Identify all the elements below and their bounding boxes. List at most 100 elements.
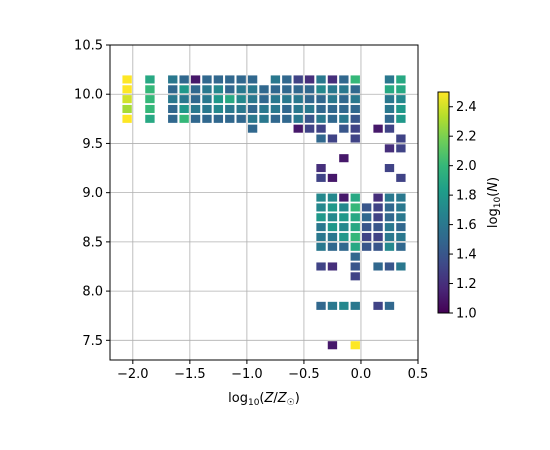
heatmap-cell-48: [247, 104, 258, 114]
heatmap-cell-107: [327, 262, 338, 271]
colorbar-tick-label-7: 2.4: [456, 100, 477, 115]
heatmap-cell-150: [373, 213, 383, 222]
heatmap-cell-106: [327, 242, 338, 251]
heatmap-cell-85: [316, 173, 326, 182]
x-tick-label-4: 0.0: [351, 367, 372, 382]
heatmap-cell-4: [122, 114, 132, 123]
y-tick-label-5: 10.0: [74, 88, 103, 103]
heatmap-cell-108: [327, 301, 338, 310]
heatmap-cell-86: [316, 193, 326, 202]
heatmap-cell-33: [213, 104, 224, 114]
heatmap-cell-132: [350, 203, 360, 212]
heatmap-cell-182: [396, 213, 406, 222]
heatmap-cell-69: [293, 114, 303, 123]
heatmap-cell-139: [350, 272, 360, 281]
heatmap-cell-166: [384, 213, 395, 222]
heatmap-cell-119: [339, 213, 349, 222]
heatmap-cell-45: [247, 75, 258, 84]
heatmap-cell-89: [316, 223, 326, 232]
colorbar-label: log10(N): [486, 177, 503, 228]
heatmap-cell-172: [396, 75, 406, 84]
heatmap-cell-159: [384, 104, 395, 114]
heatmap-cell-2: [122, 95, 132, 104]
heatmap-cell-158: [384, 95, 395, 104]
heatmap-cell-21: [190, 85, 201, 94]
heatmap-cell-131: [350, 193, 360, 202]
heatmap-cell-84: [316, 164, 326, 173]
heatmap-cell-157: [384, 85, 395, 94]
heatmap-cell-61: [282, 85, 292, 94]
heatmap-cell-103: [327, 213, 338, 222]
heatmap-cell-92: [316, 262, 326, 271]
heatmap-cell-74: [304, 104, 315, 114]
heatmap-cell-31: [213, 85, 224, 94]
heatmap-cell-58: [270, 104, 281, 114]
heatmap-cell-53: [259, 104, 269, 114]
heatmap-cell-118: [339, 203, 349, 212]
colorbar-ticks: 1.0 1.2 1.4 1.6 1.8 2.0 2.2 2.4: [449, 100, 477, 322]
heatmap-cell-179: [396, 173, 406, 182]
colorbar-tick-label-1: 1.2: [456, 277, 477, 292]
heatmap-cell-42: [236, 95, 246, 104]
colorbar-tick-label-6: 2.2: [456, 130, 477, 145]
heatmap-cell-164: [384, 193, 395, 202]
heatmap-cell-18: [179, 104, 189, 114]
heatmap-cell-170: [384, 262, 395, 271]
heatmap-cell-82: [316, 124, 326, 133]
heatmap-cell-0: [122, 75, 132, 84]
heatmap-cell-91: [316, 242, 326, 251]
heatmap-cell-155: [373, 301, 383, 310]
heatmap-cell-160: [384, 114, 395, 123]
heatmap-cell-66: [293, 85, 303, 94]
plot-frame: [109, 44, 419, 361]
heatmap-cell-180: [396, 193, 406, 202]
heatmap-cell-121: [339, 232, 349, 241]
colorbar-tick-label-2: 1.4: [456, 248, 477, 263]
heatmap-cell-8: [145, 104, 155, 114]
heatmap-cell-67: [293, 95, 303, 104]
heatmap-cell-72: [304, 85, 315, 94]
heatmap-cell-68: [293, 104, 303, 114]
heatmap-cell-101: [327, 193, 338, 202]
heatmap-cell-116: [339, 154, 349, 163]
heatmap-cell-138: [350, 262, 360, 271]
heatmap-cell-79: [316, 95, 326, 104]
heatmap-cell-99: [327, 134, 338, 143]
heatmap-cell-25: [202, 75, 212, 84]
heatmap-cell-71: [304, 75, 315, 84]
heatmap-cell-178: [396, 144, 406, 153]
heatmap-cell-125: [350, 85, 360, 94]
heatmap-cell-161: [384, 124, 395, 133]
heatmap-cell-60: [282, 75, 292, 84]
x-axis-label: log10(Z/Z☉): [228, 391, 300, 408]
heatmap-cell-27: [202, 95, 212, 104]
heatmap-cell-37: [225, 95, 235, 104]
heatmap-cell-129: [350, 124, 360, 133]
heatmap-cell-44: [236, 114, 246, 123]
heatmap-cell-88: [316, 213, 326, 222]
x-tick-label-2: −1.0: [231, 367, 263, 382]
heatmap-cell-126: [350, 95, 360, 104]
heatmap-cell-122: [339, 242, 349, 251]
heatmap-cell-156: [384, 75, 395, 84]
y-tick-label-1: 8.0: [82, 285, 103, 300]
heatmap-cell-165: [384, 203, 395, 212]
heatmap-cell-3: [122, 104, 132, 114]
heatmap-cell-148: [373, 193, 383, 202]
heatmap-cell-123: [339, 301, 349, 310]
heatmap-cell-13: [168, 104, 178, 114]
y-tick-label-0: 7.5: [82, 334, 103, 349]
heatmap-cell-65: [293, 75, 303, 84]
heatmap-cell-22: [190, 95, 201, 104]
heatmap-cell-136: [350, 242, 360, 251]
heatmap-cell-70: [293, 124, 303, 133]
colorbar: [437, 91, 450, 314]
heatmap-cell-64: [282, 114, 292, 123]
x-tick-label-0: −2.0: [117, 367, 149, 382]
heatmap-cell-143: [361, 213, 372, 222]
heatmap-cell-75: [304, 114, 315, 123]
heatmap-cell-140: [350, 301, 360, 310]
heatmap-cell-169: [384, 242, 395, 251]
heatmap-cell-115: [339, 124, 349, 133]
